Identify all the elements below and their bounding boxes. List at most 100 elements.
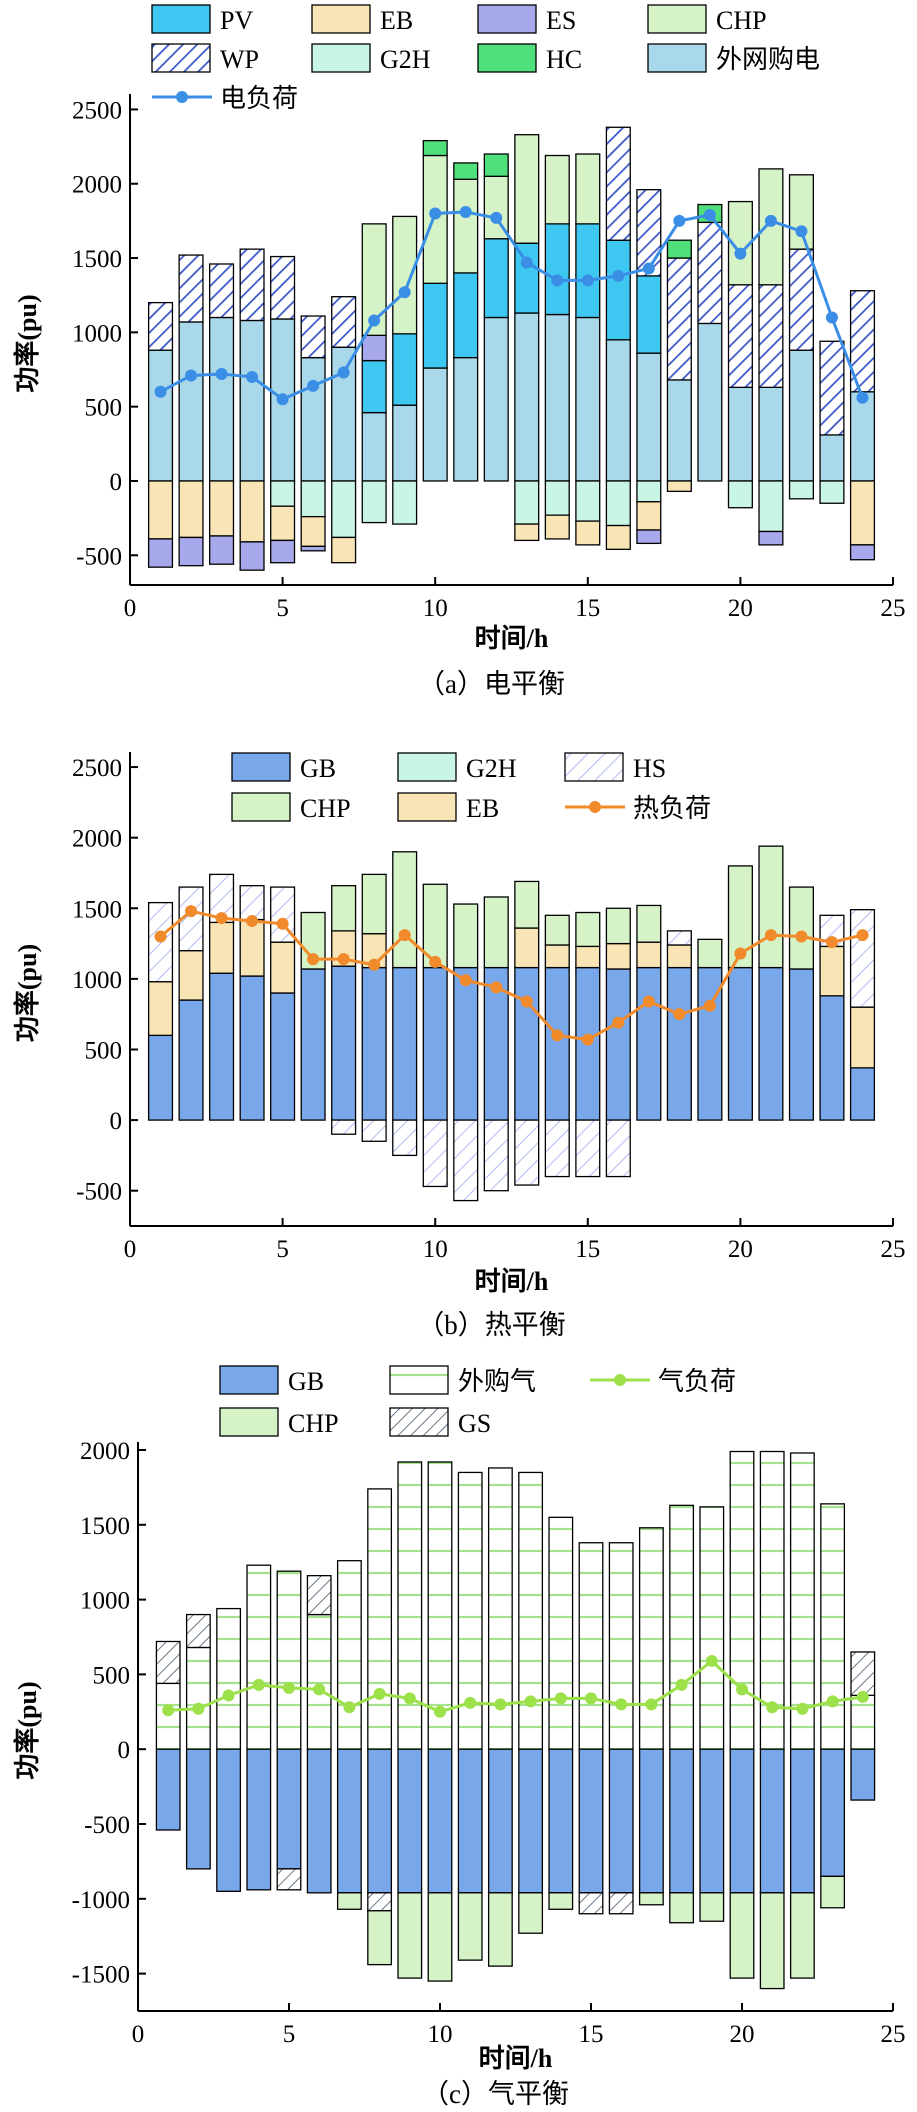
bar-外网购电-h10 [422,367,448,482]
bar-gs-h2 [185,1613,211,1649]
legend-label: 热负荷 [633,794,711,823]
load-point-h4 [252,1678,265,1691]
y-tick-label: 2000 [72,826,122,853]
load-point-h17 [642,995,655,1008]
bar-chp-h20 [727,865,753,969]
bar-gb-h6 [300,968,326,1121]
bar-eb-h17 [636,501,662,531]
y-tick-label: -500 [76,543,122,570]
bar-外购气-h8 [367,1488,393,1750]
legend-label: ES [546,6,576,35]
load-point-h24 [856,391,869,404]
bar-pv-h9 [392,333,418,406]
x-tick-label: 5 [276,1236,289,1263]
load-point-h9 [398,929,411,942]
bar-es-neg-h5 [270,539,296,564]
load-point-h22 [795,225,808,238]
bar-gb-h22 [788,968,814,1121]
bar-gb-h5 [276,1748,302,1870]
bar-chp-h20 [729,1892,755,1979]
bar-eb-h1 [147,480,174,540]
bar-chp-h7 [331,885,357,932]
legend-swatch-chp [647,4,707,34]
bar-chp-h7 [336,1892,362,1910]
bar-hc-h10 [422,139,448,157]
legend-swatch-chp [219,1407,279,1437]
load-point-h22 [796,1702,809,1715]
x-tick-label: 0 [132,2021,145,2048]
bar-gb-h14 [544,966,570,1121]
load-point-h12 [494,1698,507,1711]
load-point-h6 [313,1683,326,1696]
bar-gb-h24 [850,1748,876,1801]
load-point-h15 [581,274,594,287]
bar-eb-h14 [544,514,570,540]
legend-label: HS [633,754,666,783]
legend-label: EB [466,794,499,823]
legend-label: GB [300,754,336,783]
bar-外购气-h7 [336,1560,362,1750]
x-tick-label: 15 [575,1236,600,1263]
bar-eb-h7 [331,536,357,564]
load-line [159,210,864,401]
legend-swatch-外网购电 [647,43,707,73]
bar-eb-h17 [636,941,662,969]
bar-wp-h21 [758,284,784,388]
bar-外网购电-h19 [697,322,723,482]
bar-外购气-h6 [306,1613,332,1750]
bar-chp-h17 [636,904,662,943]
legend-label: CHP [288,1409,339,1438]
bar-hc-h11 [453,162,479,180]
bar-gb-h9 [397,1748,423,1894]
bar-es-neg-h21 [758,530,784,546]
bars-group [155,1450,876,1990]
load-point-h12 [490,211,503,224]
bar-chp-h9 [392,215,418,335]
bar-gb-h23 [819,995,845,1121]
y-tick-label: 500 [85,395,123,422]
load-point-h20 [734,247,747,260]
bar-pv-h13 [514,242,540,314]
bar-gb-h11 [457,1748,483,1894]
bar-外网购电-h11 [453,356,479,482]
bar-eb-h13 [514,523,540,542]
load-point-h8 [368,958,381,971]
bar-hc-h12 [483,153,509,177]
bar-chp-h12 [483,896,509,969]
legend-label: WP [220,45,259,74]
load-point-h10 [429,955,442,968]
bar-eb-h5 [270,505,296,542]
load-point-h20 [734,947,747,960]
bar-gb-h18 [669,1748,695,1894]
load-point-h23 [826,1695,839,1708]
bar-eb-h4 [239,918,265,977]
bar-chp-h22 [788,886,814,970]
bar-外购气-h18 [669,1504,695,1750]
bar-es-neg-h4 [239,541,265,571]
bar-外购气-h23 [820,1503,846,1750]
legend: GB G2H HS CHP EB 热负荷 [231,752,711,823]
legend-label: CHP [300,794,351,823]
load-point-h7 [343,1701,356,1714]
bar-chp-h21 [759,1892,785,1990]
y-tick-label: 0 [110,1108,123,1135]
bar-wp-h2 [178,254,204,323]
load-point-h12 [490,981,503,994]
x-tick-label: 5 [276,595,289,622]
bar-gs-h6 [306,1575,332,1616]
bar-wp-h18 [666,257,692,381]
bar-gb-h4 [246,1748,272,1891]
bar-chp-h13 [518,1892,544,1934]
legend-swatch-外购气 [389,1365,449,1395]
y-tick-label: 2000 [80,1438,130,1465]
bar-hs-h24 [849,909,876,1008]
bar-chp-h22 [789,1892,815,1979]
bar-gb-h17 [636,966,662,1121]
y-tick-label: -1000 [72,1887,130,1914]
load-point-h11 [459,205,472,218]
bar-chp-h6 [300,911,326,970]
bar-eb-h16 [605,524,631,550]
bar-chp-h21 [758,845,784,969]
legend-label: 外购气 [458,1367,536,1396]
y-tick-label: 500 [93,1662,131,1689]
